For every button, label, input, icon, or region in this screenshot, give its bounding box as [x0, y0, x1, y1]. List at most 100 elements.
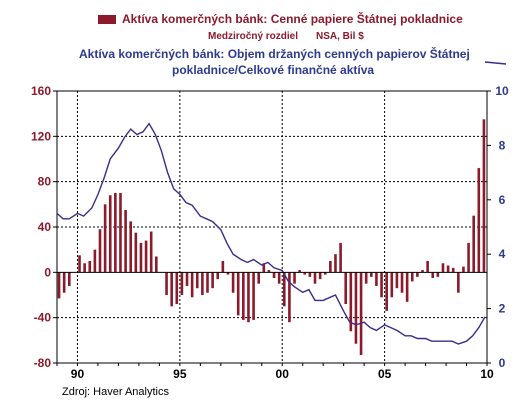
bar [236, 272, 240, 316]
bar [247, 272, 250, 323]
right-axis: 10 8 6 4 2 0 [487, 84, 509, 370]
bar [467, 242, 470, 273]
bar [195, 272, 199, 289]
bar [155, 256, 158, 273]
line-series [56, 122, 486, 345]
bar [293, 272, 296, 284]
bar [201, 272, 204, 295]
bar [385, 272, 388, 311]
bar [477, 168, 481, 273]
bar [88, 261, 92, 273]
x-tick-label: 05 [378, 367, 392, 381]
bar [339, 242, 342, 273]
bar [431, 272, 435, 278]
gridlines [57, 91, 488, 363]
line-legend-label-1: Aktíva komerčných bánk: Objem držaných c… [79, 46, 470, 61]
bar [298, 270, 301, 273]
x-axis: 90 95 00 05 10 [56, 363, 494, 381]
x-tick-label: 90 [71, 367, 85, 381]
bar [375, 272, 378, 286]
bar [329, 261, 332, 273]
bar [221, 261, 225, 273]
left-tick-label: 40 [38, 220, 52, 234]
bar [185, 272, 189, 286]
bar [313, 272, 317, 284]
bar [462, 266, 465, 273]
x-tick-label: 00 [276, 367, 290, 381]
bar [436, 272, 440, 277]
bar [303, 272, 307, 275]
x-tick-label: 10 [480, 367, 494, 381]
bar [272, 272, 276, 278]
bar [308, 272, 312, 277]
bar [441, 263, 445, 273]
bar [267, 270, 271, 273]
bar [426, 261, 429, 273]
bar [149, 231, 153, 273]
bar [103, 204, 107, 273]
right-tick-label: 10 [495, 84, 509, 98]
left-tick-label: -40 [34, 311, 52, 325]
bar [78, 255, 81, 273]
bar [216, 272, 220, 280]
right-tick-label: 6 [499, 193, 506, 207]
left-tick-label: 0 [44, 265, 51, 279]
bar [410, 272, 414, 282]
bar-legend-sublabel: Medziročný rozdiel [208, 31, 298, 42]
bar [364, 272, 368, 284]
bar [211, 272, 214, 289]
bar [257, 272, 260, 284]
line-legend-swatch [484, 61, 507, 65]
bar [129, 221, 133, 273]
right-tick-label: 0 [499, 356, 506, 370]
bar [62, 272, 66, 293]
bar [252, 272, 255, 320]
bar [354, 272, 358, 344]
bar [288, 272, 291, 323]
bar [144, 240, 148, 273]
bar [472, 215, 475, 273]
bar [180, 272, 184, 295]
bar [242, 272, 245, 320]
bar [344, 272, 348, 305]
bar [380, 272, 383, 298]
bar-series [57, 119, 486, 356]
left-tick-label: 80 [38, 175, 52, 189]
left-tick-label: -80 [34, 356, 52, 370]
line-legend-label-2: pokladnice/Celkové finančné aktíva [172, 63, 374, 77]
bar [165, 272, 168, 295]
bar-legend-label: Aktíva komerčných bánk: Cenné papiere Št… [122, 11, 463, 26]
bar [231, 272, 235, 293]
bar [359, 272, 363, 356]
bar [318, 272, 322, 280]
bar [98, 229, 102, 273]
source-note: Zdroj: Haver Analytics [62, 386, 169, 398]
bar [405, 272, 409, 302]
bar [282, 272, 286, 307]
bar-legend-units: NSA, Bil $ [316, 31, 364, 42]
bar [349, 272, 353, 332]
bar [451, 267, 455, 273]
bar [108, 195, 112, 273]
bar [175, 272, 179, 305]
bar [67, 272, 71, 286]
bar [457, 272, 460, 293]
bar [277, 272, 281, 284]
bar [139, 242, 143, 273]
bar [446, 265, 450, 273]
bar [57, 272, 61, 299]
bar [416, 272, 419, 277]
ratio-line [56, 122, 486, 345]
left-tick-label: 160 [31, 84, 51, 98]
bar [395, 272, 399, 289]
bar [134, 232, 138, 273]
right-tick-label: 4 [499, 247, 506, 261]
left-axis: 160 120 80 40 0 -40 -80 [31, 84, 57, 370]
x-tick-label: 95 [173, 367, 187, 381]
bar [400, 272, 404, 293]
bar [119, 193, 122, 273]
bar [482, 119, 486, 273]
bar [323, 272, 327, 275]
bar [114, 193, 117, 273]
